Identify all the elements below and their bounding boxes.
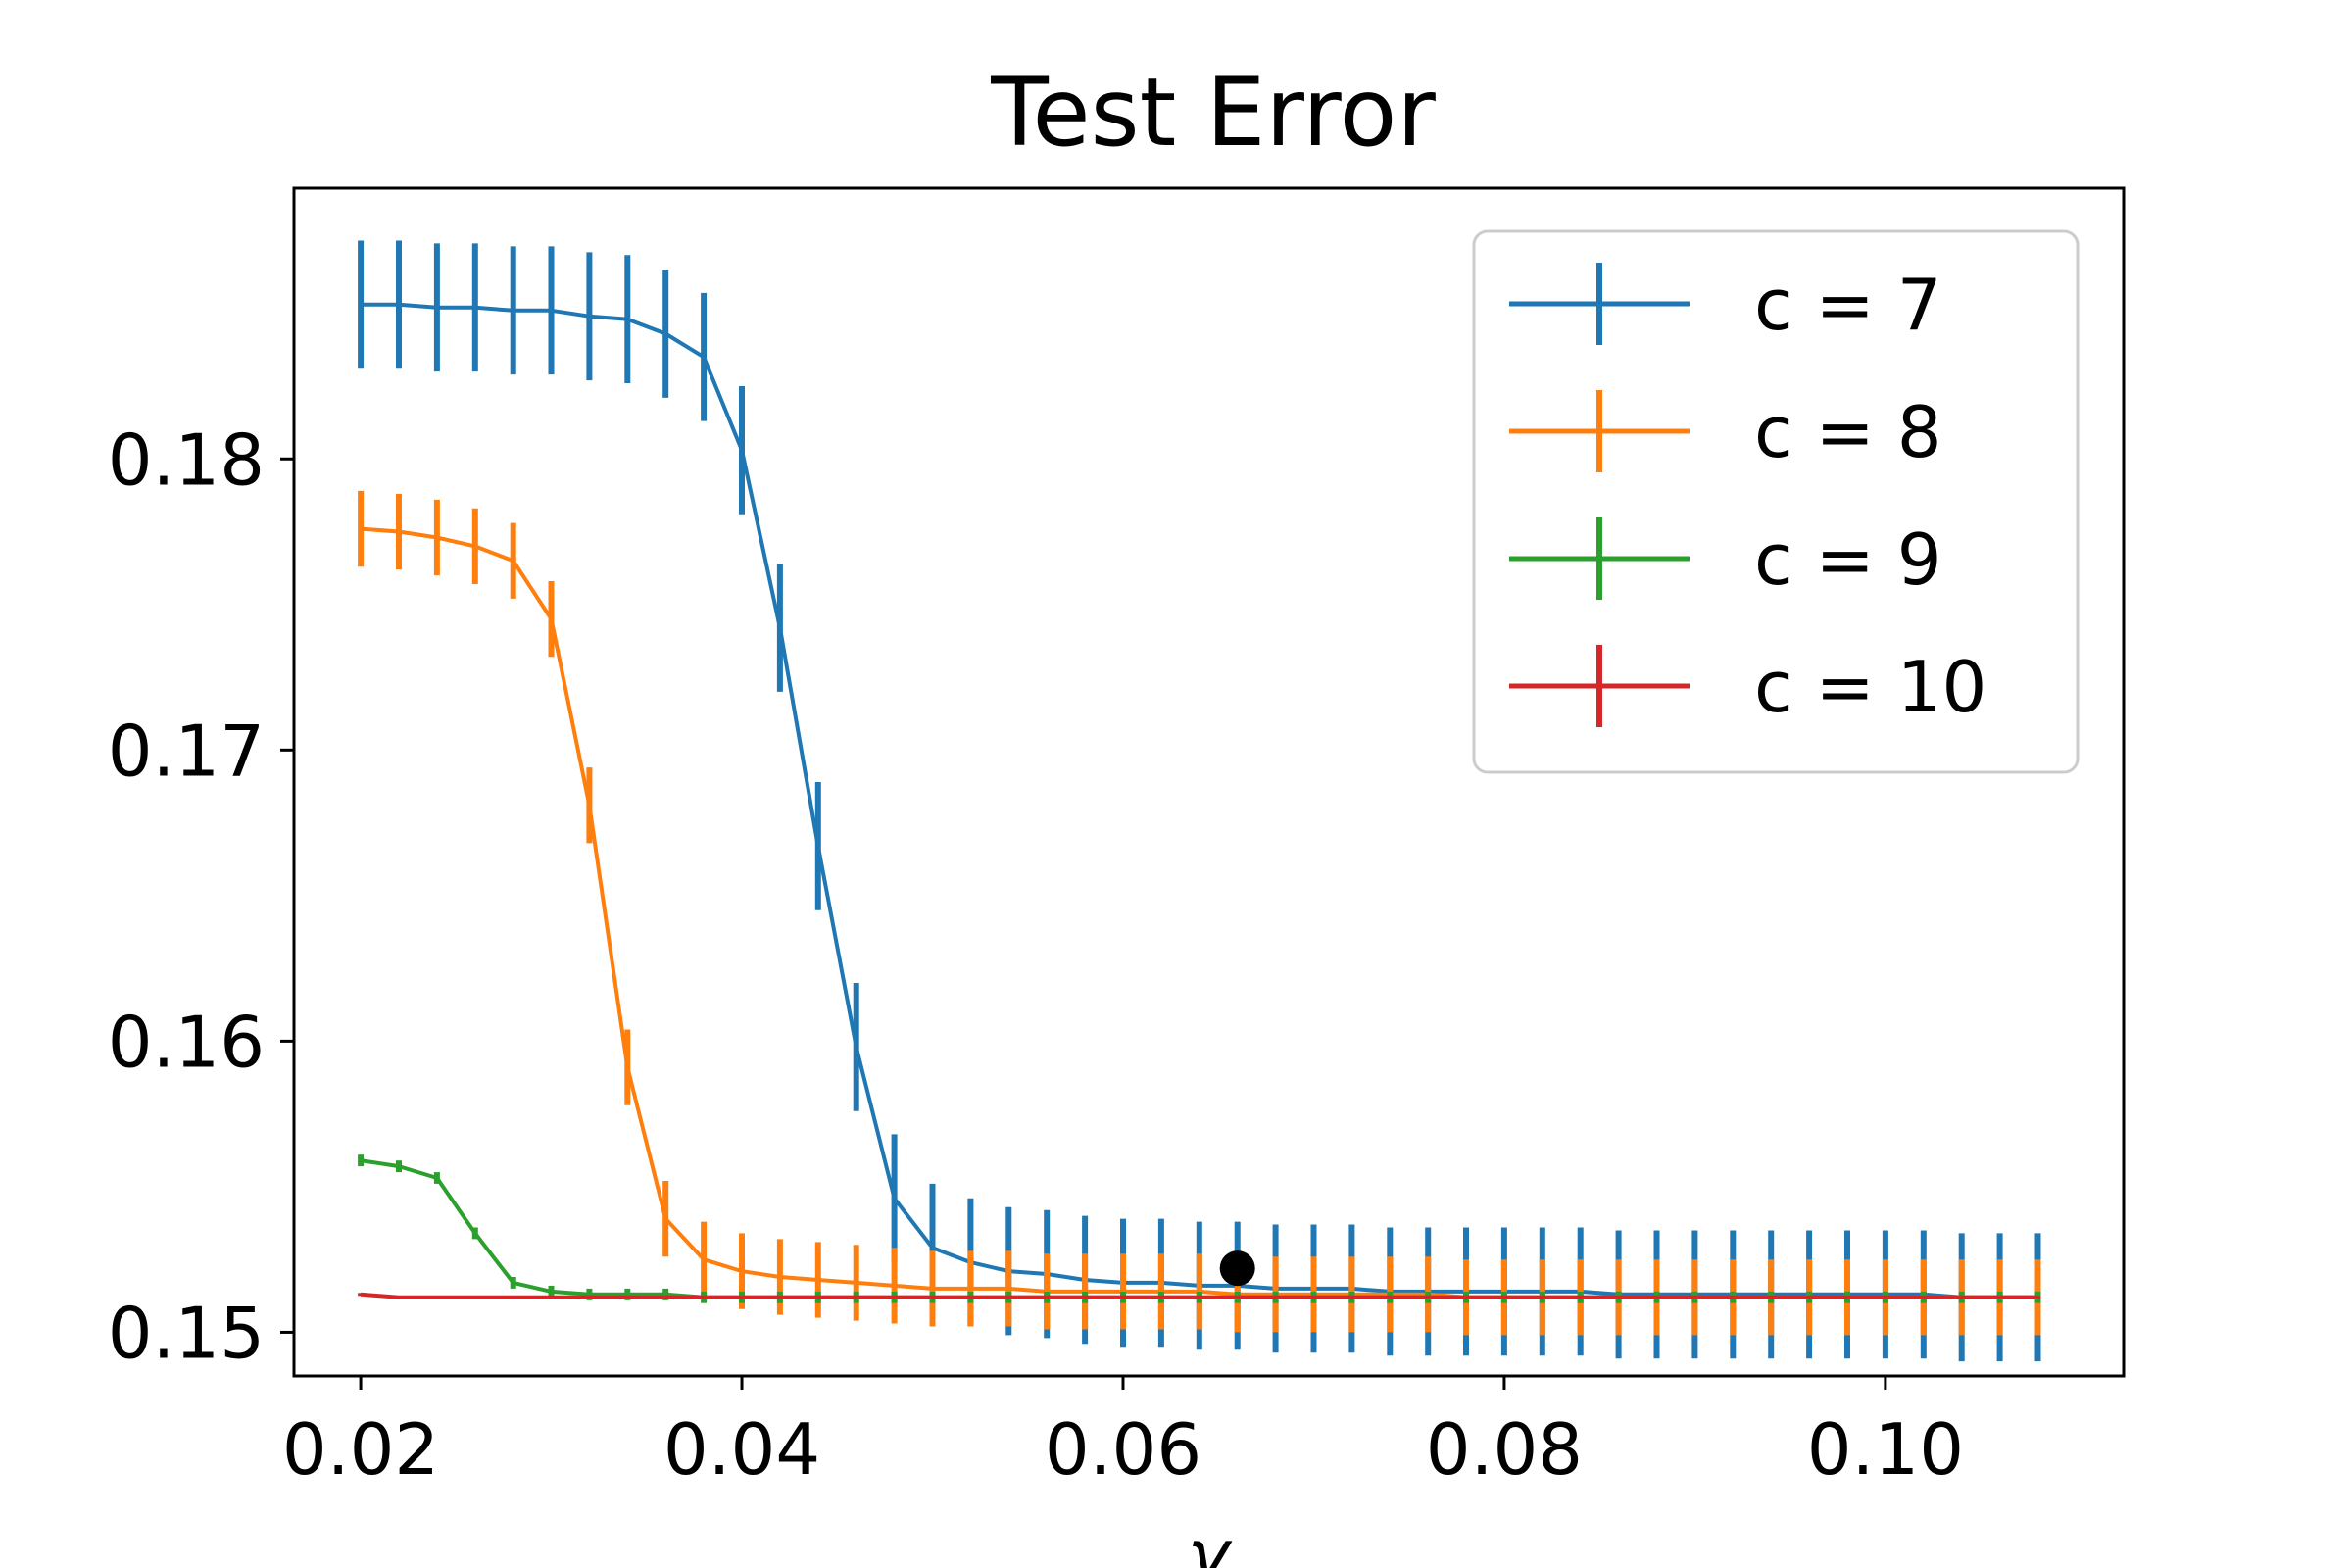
legend-item: c = 9 [1509, 517, 1942, 601]
x-axis-label: γ [1188, 1514, 1233, 1568]
series-4 [358, 1292, 2041, 1299]
axes-frame [292, 186, 2126, 1378]
x-tick-label: 0.04 [663, 1408, 820, 1491]
x-tick-label: 0.02 [282, 1408, 439, 1491]
legend-label: c = 7 [1754, 264, 1942, 346]
chart-title: Test Error [990, 58, 1436, 168]
legend-frame [1472, 229, 2080, 774]
y-tick-label: 0.16 [108, 1001, 265, 1083]
legend: c = 7 c = 8 c = 9 c = 10 [1472, 229, 2080, 774]
x-tick-label: 0.08 [1426, 1408, 1583, 1491]
y-axis: 0.15 0.16 0.17 0.18 [108, 418, 294, 1374]
x-axis: 0.02 0.04 0.06 0.08 0.10 [282, 1376, 1964, 1491]
y-tick-label: 0.17 [108, 710, 265, 792]
y-tick-label: 0.15 [108, 1292, 265, 1374]
plot-area [358, 240, 2041, 1362]
y-tick-label: 0.18 [108, 418, 265, 501]
legend-item: c = 7 [1509, 263, 1942, 346]
x-tick-label: 0.06 [1045, 1408, 1201, 1491]
legend-item: c = 8 [1509, 390, 1942, 473]
legend-item: c = 10 [1509, 645, 1986, 728]
legend-label: c = 8 [1754, 391, 1942, 473]
highlight-point [1219, 1250, 1255, 1287]
legend-label: c = 10 [1754, 646, 1986, 728]
legend-label: c = 9 [1754, 518, 1942, 601]
x-tick-label: 0.10 [1807, 1408, 1964, 1491]
